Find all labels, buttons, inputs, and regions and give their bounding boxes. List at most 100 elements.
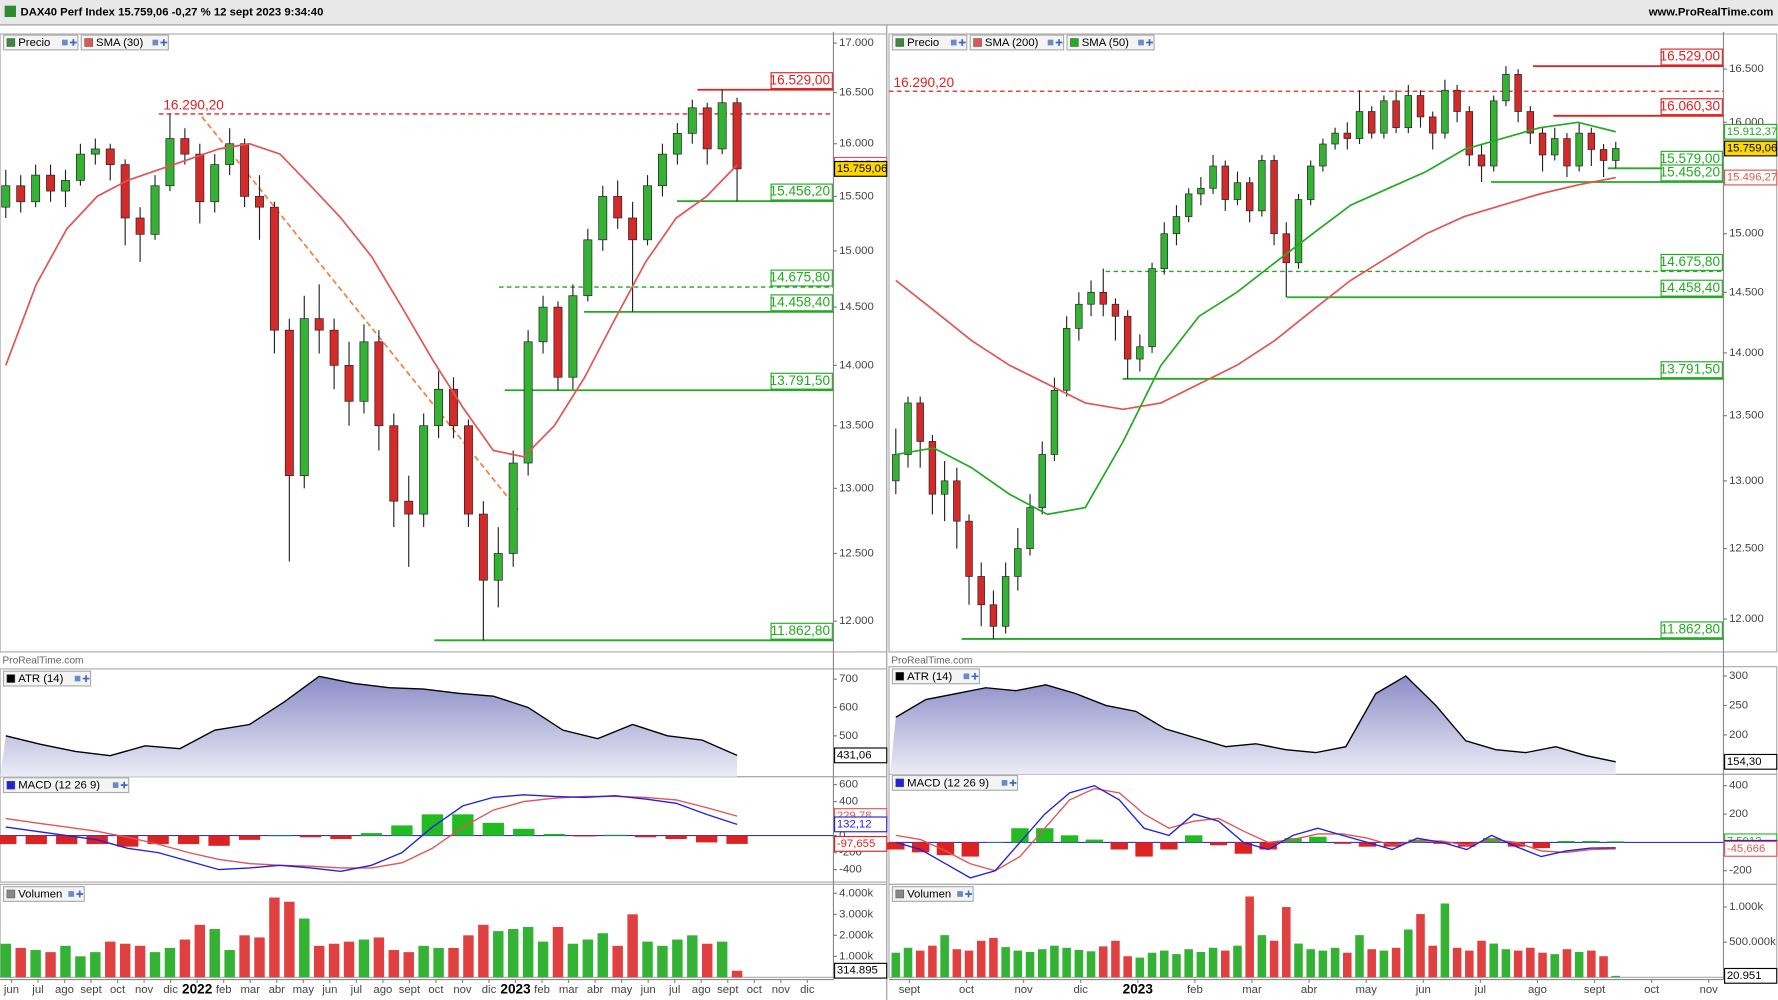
volume-bar [582,939,594,978]
legend-tool-icon[interactable] [112,782,119,788]
legend-tool-icon[interactable] [1138,39,1144,46]
legend-box[interactable] [2,886,85,902]
candle-body [892,454,900,482]
legend-tool-icon[interactable] [68,891,75,897]
x-tick-label: sept [399,984,421,996]
candle-body [284,329,294,476]
volume-bar [75,956,86,978]
y-tick-label: 12.000 [1729,613,1764,625]
level-label: 16.290,20 [163,98,224,113]
legend-tool-icon[interactable] [950,39,957,46]
macd-macd-line [895,784,1616,879]
x-tick-label: ago [55,984,74,996]
level-label: 14.458,40 [770,294,831,309]
legend-tool-icon[interactable] [957,891,963,897]
volume-bar [1538,952,1547,978]
legend-add-icon[interactable] [120,781,128,789]
volume-bar [507,929,519,978]
level-label: 15.456,20 [1660,165,1721,180]
legend-box[interactable] [891,34,968,51]
candle-body [977,576,985,606]
candle-body [374,341,384,427]
legend-box[interactable] [2,777,130,794]
volume-bar [1599,956,1608,978]
candle-body [389,425,399,502]
legend-box[interactable] [1066,34,1155,51]
x-tick-label: sept [899,984,921,996]
volume-bar [328,943,340,978]
macd-histogram-bar [911,842,930,853]
macd-histogram-bar [695,835,718,843]
legend-box[interactable] [80,34,169,51]
legend-box[interactable] [2,34,79,51]
legend-add-icon[interactable] [1055,39,1063,46]
candle-body [1343,132,1351,139]
legend-add-icon[interactable] [971,672,979,680]
macd-histogram-bar [147,835,169,845]
volume-bar [1306,949,1315,978]
candle-body [240,143,250,197]
legend-tool-icon[interactable] [1047,39,1054,46]
value-tag [1724,753,1778,770]
volume-bar [1611,975,1621,978]
legend-box[interactable] [891,774,1019,791]
legend-add-icon[interactable] [1146,39,1153,46]
legend-box[interactable] [2,670,92,687]
legend-add-icon[interactable] [160,39,168,46]
legend-add-icon[interactable] [1009,779,1017,787]
x-tick-label: mar [559,984,579,996]
volume-bar [657,945,668,978]
legend-box[interactable] [891,886,974,902]
legend-swatch [84,38,93,47]
y-tick-label: 14.500 [839,301,874,313]
volume-bar [731,970,743,978]
volume-bar [1196,952,1206,978]
x-tick-label: oct [110,984,126,996]
y-tick-label: -200 [1729,865,1752,877]
volume-bar [1050,945,1059,978]
legend-box[interactable] [891,668,981,685]
value-tag-label: 20.951 [1727,970,1762,982]
legend-add-icon[interactable] [82,675,90,682]
legend-tool-icon[interactable] [1001,780,1008,786]
volume-bar [1489,943,1499,978]
volume-bar [224,950,235,978]
x-tick-label: nov [1700,984,1719,996]
watermark: ProRealTime.com [2,656,83,667]
candle-body [449,388,458,427]
legend-tool-icon[interactable] [74,675,81,682]
level-label-box [770,622,833,640]
header-site[interactable]: www.ProRealTime.com [1648,6,1774,18]
macd-histogram-bar [986,842,1004,843]
legend-add-icon[interactable] [965,890,972,898]
y-tick-label: 17.000 [839,37,874,49]
y-tick-label: 500 [839,730,858,742]
legend-box[interactable] [969,34,1065,51]
volume-bar [209,929,220,978]
y-tick-label: 700 [839,673,858,685]
macd-histogram-bar [887,842,905,850]
legend-label: Precio [18,37,50,49]
candle-body [1050,389,1059,455]
value-tag-label: 229,78 [837,810,872,822]
value-tag [834,160,888,177]
candle-body [419,425,429,515]
panel-frame [888,33,1778,653]
x-tick-label: dic [163,984,178,996]
level-label-box [1660,48,1723,66]
legend-label: Precio [907,37,939,49]
legend-add-icon[interactable] [76,890,84,898]
legend-label: MACD (12 26 9) [907,777,989,789]
y-tick-label: 16.000 [1729,116,1764,128]
legend-tool-icon[interactable] [152,39,159,46]
legend-add-icon[interactable] [69,39,77,46]
value-tag [1724,123,1778,140]
legend-tool-icon[interactable] [62,39,68,46]
candle-body [1319,143,1327,167]
volume-bar [1294,943,1303,978]
candle-body [1599,149,1608,161]
legend-tool-icon[interactable] [963,673,970,680]
y-tick-label: 500.000k [1729,936,1776,948]
legend-add-icon[interactable] [958,39,966,46]
